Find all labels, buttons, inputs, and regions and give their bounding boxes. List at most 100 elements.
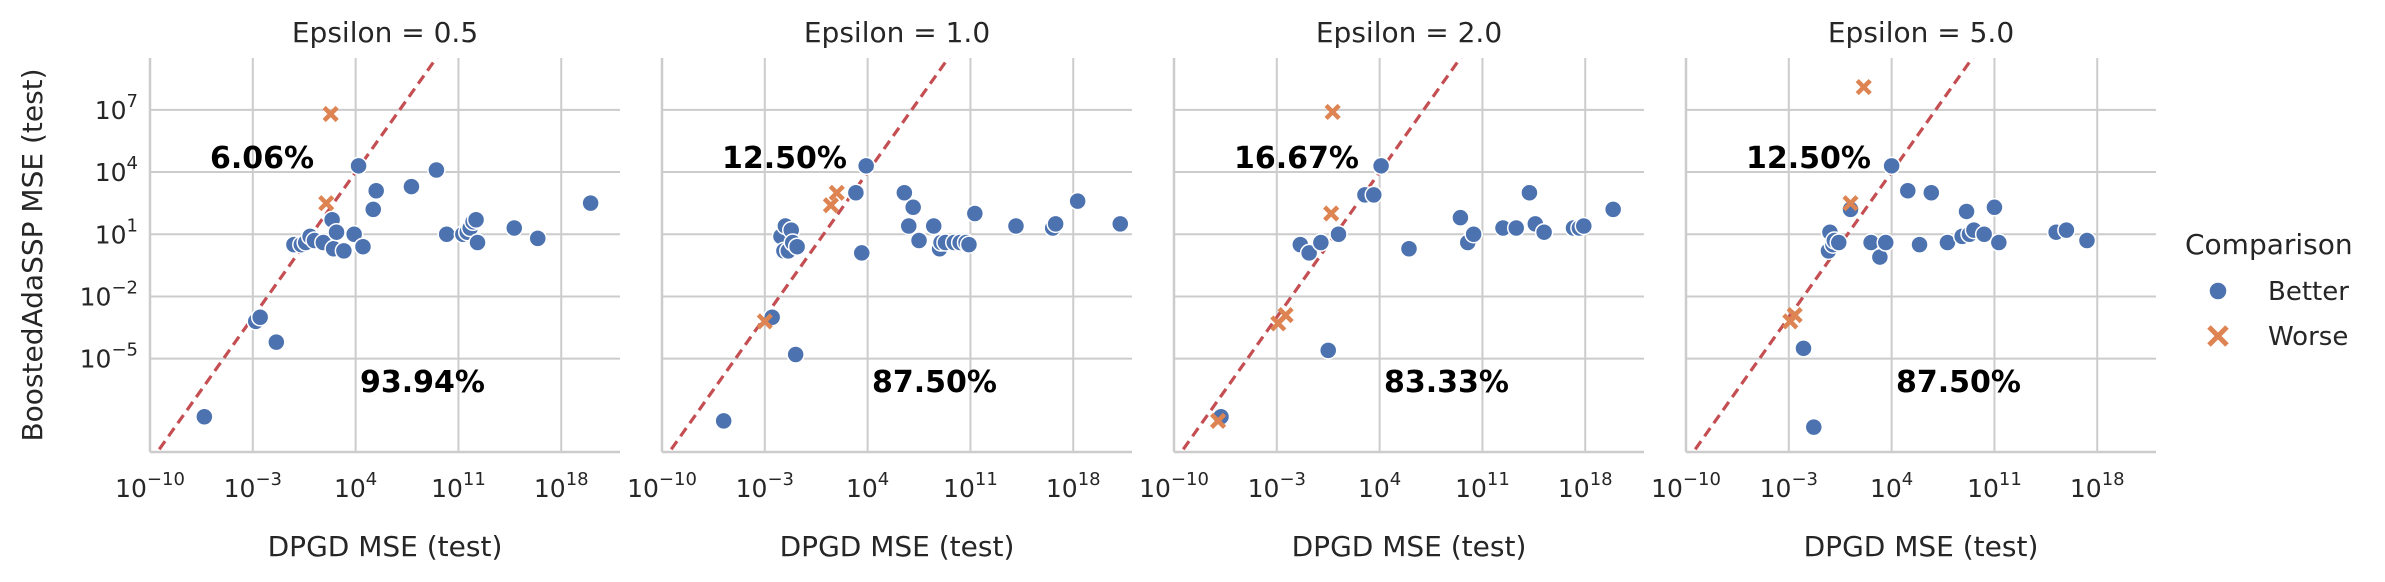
x-tick-label: 1011: [1967, 469, 2022, 503]
better-point: [895, 183, 914, 203]
better-point: [327, 222, 346, 242]
better-point: [1111, 214, 1130, 234]
legend-title: Comparison: [2185, 228, 2353, 261]
better-point: [1794, 339, 1813, 358]
reference-line: [1179, 58, 1463, 452]
x-tick-label: 1011: [431, 469, 486, 503]
better-percentage: 83.33%: [1384, 365, 1509, 400]
reference-line: [155, 58, 439, 452]
better-point: [344, 225, 364, 244]
x-tick-label: 104: [846, 469, 889, 503]
legend: Comparison Better Worse: [2185, 228, 2353, 352]
facet-panel: Epsilon = 2.0 10−10 10−3 104 1011 1018 DPGD MS…: [1139, 16, 1644, 563]
worse-point: [318, 195, 335, 212]
facet-panel: Epsilon = 5.0 10−10 10−3 104 1011 1018 DPGD MS…: [1651, 16, 2156, 563]
better-point: [581, 193, 600, 213]
better-point: [1603, 200, 1623, 219]
worse-percentage: 12.50%: [722, 141, 847, 176]
x-tick-label: 104: [1870, 469, 1913, 503]
x-tick-label: 10−10: [627, 469, 697, 503]
x-tick-label: 104: [334, 469, 377, 503]
better-point: [353, 237, 373, 256]
better-point: [427, 160, 446, 180]
better-point: [1464, 225, 1483, 244]
better-point: [1364, 185, 1383, 205]
better-point: [364, 200, 383, 219]
y-tick-label: 104: [95, 153, 138, 187]
x-tick-label: 10−10: [115, 469, 185, 503]
better-point: [1910, 235, 1929, 254]
better-point: [195, 407, 214, 426]
better-point: [924, 216, 943, 236]
worse-point: [822, 197, 839, 214]
better-point: [2057, 220, 2076, 240]
better-point: [787, 237, 807, 256]
better-point: [1318, 341, 1338, 360]
better-point: [250, 307, 270, 327]
better-point: [856, 156, 876, 176]
y-tick-label: 10−5: [80, 340, 138, 374]
x-tick-label: 10−3: [736, 469, 794, 503]
better-point: [267, 332, 286, 352]
worse-percentage: 16.67%: [1234, 141, 1359, 176]
better-point: [466, 210, 486, 229]
better-point: [334, 241, 354, 261]
better-point: [1520, 183, 1539, 203]
x-axis-label: DPGD MSE (test): [268, 530, 503, 563]
better-point: [1311, 233, 1331, 252]
y-tick-label: 10−2: [80, 277, 138, 311]
better-point: [1974, 225, 1994, 244]
x-tick-label: 1018: [1046, 469, 1101, 503]
worse-point: [1277, 307, 1294, 324]
better-point: [528, 229, 547, 248]
better-point: [1829, 233, 1848, 252]
better-percentage: 93.94%: [360, 365, 485, 400]
x-tick-label: 104: [1358, 469, 1401, 503]
panel-title: Epsilon = 5.0: [1828, 16, 2014, 49]
better-point: [2077, 231, 2097, 250]
better-percentage: 87.50%: [1896, 365, 2021, 400]
better-point: [903, 198, 923, 217]
worse-point: [1324, 103, 1341, 121]
x-tick-label: 10−3: [1760, 469, 1818, 503]
plot-area: [1691, 58, 2097, 452]
legend-worse-label: Worse: [2268, 322, 2348, 352]
better-point: [1451, 208, 1470, 227]
y-tick-label: 101: [95, 215, 138, 249]
x-tick-label: 1018: [534, 469, 589, 503]
better-point: [1882, 156, 1901, 176]
better-point: [1046, 214, 1065, 234]
reference-line: [667, 58, 951, 452]
worse-point: [322, 105, 339, 123]
x-tick-label: 1011: [943, 469, 998, 503]
legend-better-marker: [2208, 281, 2228, 301]
worse-point: [1786, 307, 1803, 324]
legend-worse-marker: [2207, 325, 2229, 347]
worse-percentage: 6.06%: [210, 141, 314, 176]
better-point: [1299, 243, 1319, 263]
plot-area: [155, 58, 600, 452]
better-point: [1985, 198, 2004, 217]
worse-point: [1323, 205, 1340, 222]
better-point: [786, 345, 805, 364]
plot-area: [667, 58, 1130, 452]
y-tick-label: 107: [95, 91, 138, 125]
worse-point: [1855, 78, 1872, 96]
better-point: [1329, 225, 1348, 244]
better-point: [402, 177, 421, 196]
x-axis-label: DPGD MSE (test): [1292, 530, 1527, 563]
worse-point: [828, 184, 845, 201]
x-tick-label: 10−10: [1139, 469, 1209, 503]
x-tick-label: 1011: [1455, 469, 1510, 503]
y-axis-label: BoostedAdaSSP MSE (test): [16, 68, 49, 441]
better-point: [1957, 202, 1976, 221]
worse-point: [756, 313, 773, 330]
worse-percentage: 12.50%: [1746, 141, 1871, 176]
panel-title: Epsilon = 1.0: [804, 16, 990, 49]
better-point: [1371, 156, 1391, 176]
better-point: [1534, 222, 1554, 242]
panel-title: Epsilon = 2.0: [1316, 16, 1502, 49]
x-tick-label: 10−10: [1651, 469, 1721, 503]
better-point: [852, 243, 871, 263]
